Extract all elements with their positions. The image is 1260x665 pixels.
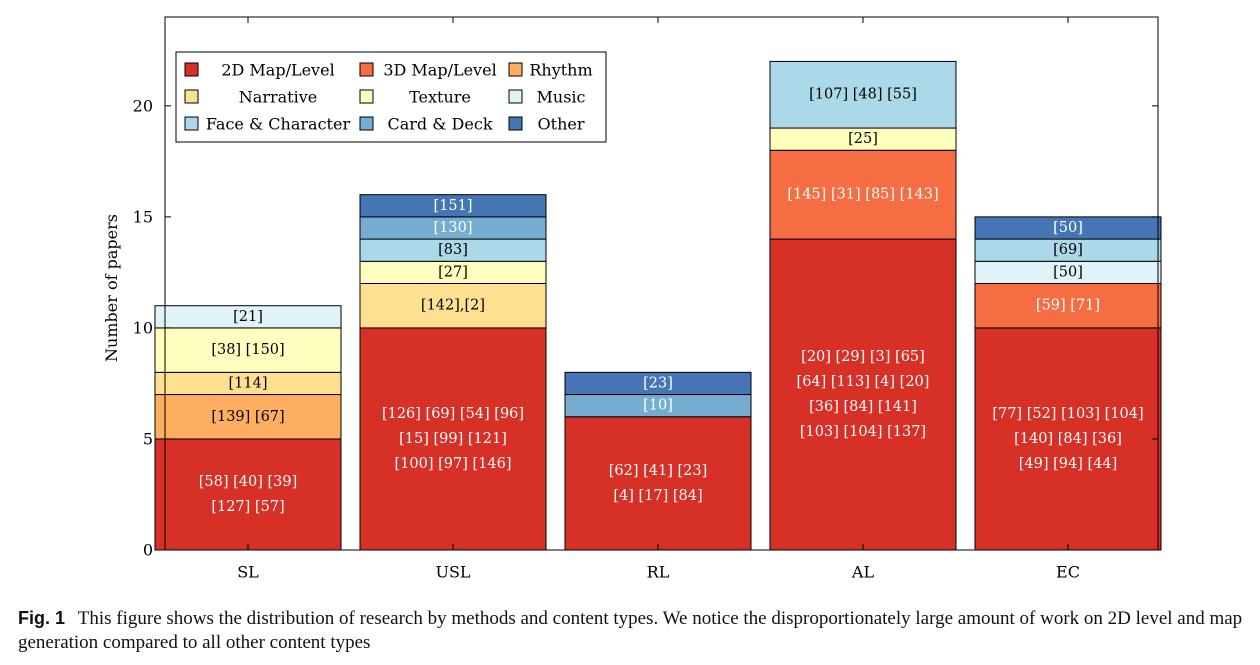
- bar-segment-label: [36] [84] [141]: [809, 399, 917, 415]
- bar-segment-label: [27]: [438, 264, 468, 280]
- x-tick-label: SL: [237, 563, 259, 582]
- bar-segment-label: [100] [97] [146]: [395, 456, 512, 472]
- legend-box: [175, 51, 607, 143]
- bar-segment-label: [126] [69] [54] [96]: [382, 406, 524, 422]
- x-tick-label: AL: [851, 563, 875, 582]
- bar-segment-label: [50]: [1053, 264, 1083, 280]
- bar-segment-label: [4] [17] [84]: [613, 488, 702, 504]
- bar-segment-label: [49] [94] [44]: [1019, 456, 1118, 472]
- bar-segment: [154, 305, 342, 329]
- bar-segment-label: [58] [40] [39]: [199, 474, 298, 490]
- legend: 2D Map/Level 3D Map/Level Rhythm Narrative T…: [175, 51, 607, 143]
- x-tick-label: RL: [647, 563, 670, 582]
- legend-swatch: [184, 89, 199, 104]
- legend-label: Card & Deck: [387, 115, 492, 134]
- figure-caption: Fig. 1 This figure shows the distributio…: [18, 606, 1250, 655]
- bar-segment-label: [114]: [229, 375, 268, 391]
- bar-segment: [154, 438, 342, 551]
- bar-segment-label: [140] [84] [36]: [1014, 431, 1122, 447]
- bar-segment-label: [139] [67]: [211, 409, 284, 425]
- bar-segment: [359, 327, 547, 551]
- x-tick-label: EC: [1056, 563, 1080, 582]
- bar-segment: [154, 394, 342, 440]
- bar-segment: [564, 371, 752, 396]
- bar-segment-label: [69]: [1053, 242, 1083, 258]
- plot-frame: [164, 16, 1159, 551]
- legend-swatch: [184, 116, 199, 131]
- legend-label: Music: [537, 88, 586, 107]
- legend-label: Texture: [409, 88, 471, 107]
- bar-segment-label: [145] [31] [85] [143]: [787, 187, 938, 203]
- stacked-bar-chart: [58] [40] [39] [127] [57] [139] [67] [114] […: [102, 16, 1162, 582]
- y-tick-label: 5: [143, 429, 153, 448]
- bar-segment-label: [59] [71]: [1036, 298, 1100, 314]
- legend-swatch: [359, 89, 374, 104]
- bar-segment-label: [15] [99] [121]: [399, 431, 507, 447]
- legend-label: Face & Character: [206, 115, 351, 134]
- legend-label: Other: [538, 115, 585, 134]
- bar-segment-label: [10]: [643, 398, 673, 414]
- bar-segment-label: [127] [57]: [211, 499, 284, 515]
- legend-label: 3D Map/Level: [383, 61, 496, 80]
- bar-segment-label: [103] [104] [137]: [800, 424, 926, 440]
- y-tick-label: 10: [133, 318, 153, 337]
- caption-fig-label: Fig. 1: [18, 608, 66, 628]
- bar-segment-label: [21]: [233, 309, 263, 325]
- bar-segment: [359, 194, 547, 218]
- y-tick-label: 20: [133, 96, 153, 115]
- legend-swatch: [508, 89, 523, 104]
- bar-segment: [769, 60, 957, 129]
- y-tick-label: 0: [143, 541, 153, 560]
- bar-segment: [974, 216, 1162, 240]
- bar-segment-label: [50]: [1053, 220, 1083, 236]
- bar-segment-label: [83]: [438, 242, 468, 258]
- bar-segment: [974, 283, 1162, 329]
- y-axis-label: Number of papers: [102, 214, 121, 362]
- bar-segment: [154, 327, 342, 373]
- bar-segment-label: [142],[2]: [421, 298, 485, 314]
- legend-swatch: [359, 62, 374, 77]
- bar-segment-label: [151]: [434, 198, 473, 214]
- bar-segment-label: [107] [48] [55]: [809, 87, 917, 103]
- bar-segment: [564, 416, 752, 551]
- caption-text: This figure shows the distribution of re…: [18, 608, 1243, 653]
- bar-segment-label: [64] [113] [4] [20]: [797, 374, 930, 390]
- x-tick-label: USL: [435, 563, 470, 582]
- legend-swatch: [184, 62, 199, 77]
- legend-swatch: [508, 116, 523, 131]
- legend-label: 2D Map/Level: [221, 61, 334, 80]
- legend-label: Narrative: [239, 88, 317, 107]
- bar-segment-label: [130]: [434, 220, 473, 236]
- bar-segment-label: [77] [52] [103] [104]: [992, 406, 1143, 422]
- bars-group: [58] [40] [39] [127] [57] [139] [67] [114] […: [154, 60, 1162, 551]
- bar-segment: [974, 327, 1162, 551]
- legend-swatch: [508, 62, 523, 77]
- bar-segment-label: [38] [150]: [211, 342, 284, 358]
- bar-segment: [769, 238, 957, 551]
- bar-segment-label: [20] [29] [3] [65]: [801, 349, 925, 365]
- legend-swatch: [359, 116, 374, 131]
- y-tick-label: 15: [133, 207, 153, 226]
- bar-segment-label: [62] [41] [23]: [609, 463, 708, 479]
- bar-segment-label: [25]: [848, 131, 878, 147]
- legend-label: Rhythm: [529, 61, 592, 80]
- bar-segment: [359, 283, 547, 329]
- axes-group: 0 5 10 15 20 SL USL RL AL EC: [133, 17, 1158, 582]
- bar-segment-label: [23]: [643, 375, 673, 391]
